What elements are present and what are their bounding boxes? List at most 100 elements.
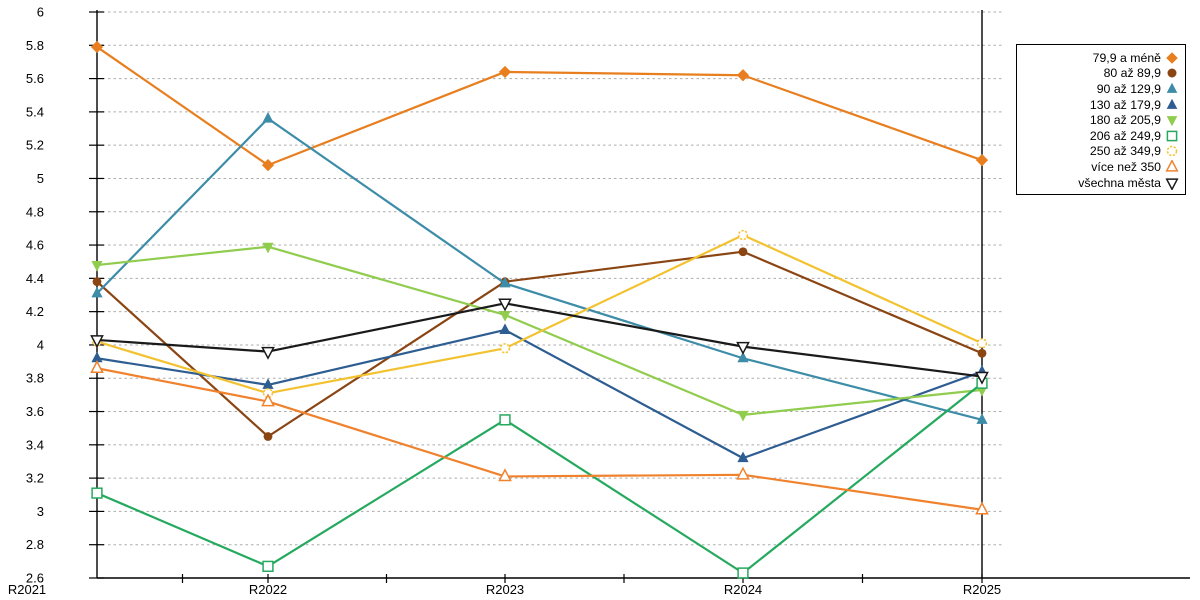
series-line <box>95 302 984 378</box>
legend-item: více než 350 <box>1022 159 1179 175</box>
legend-circle-glyph <box>1167 68 1177 78</box>
circle-marker-icon <box>499 343 511 354</box>
legend-item: 130 až 179,9 <box>1022 97 1179 113</box>
legend-label: 80 až 89,9 <box>1103 66 1161 81</box>
legend-label: 90 až 129,9 <box>1096 81 1161 96</box>
circle-marker-icon <box>262 388 274 399</box>
legend-triangle-down-glyph <box>1165 177 1179 190</box>
triangle-up-marker-icon <box>736 466 750 480</box>
legend-triangle-down-marker-icon <box>1165 177 1179 190</box>
legend-item: 79,9 a méně <box>1022 50 1179 66</box>
y-tick-label: 5.8 <box>26 38 44 53</box>
diamond-marker-icon <box>975 154 989 167</box>
series-line <box>95 250 984 438</box>
y-tick-label: 4.2 <box>26 304 44 319</box>
y-tick-label: 5.6 <box>26 71 44 86</box>
y-tick-label: 5 <box>37 171 44 186</box>
triangle-down-marker-icon <box>975 371 989 385</box>
circle-marker-icon <box>737 229 749 241</box>
circle-marker-icon <box>263 432 273 441</box>
y-tick-label: 3 <box>37 504 44 519</box>
y-tick-label: 2.6 <box>26 571 44 586</box>
legend-item: 90 až 129,9 <box>1022 81 1179 97</box>
y-tick-label: 4.6 <box>26 238 44 253</box>
triangle-up-marker-icon <box>91 351 103 363</box>
x-tick-label: R2021 <box>8 582 46 597</box>
legend-item: 250 až 349,9 <box>1022 144 1179 160</box>
legend-circle-marker-icon <box>1166 146 1178 157</box>
y-tick-label: 4.4 <box>26 271 44 286</box>
legend-triangle-up-marker-icon <box>1165 159 1179 172</box>
x-tick-label: R2023 <box>486 582 524 597</box>
legend-triangle-up-glyph <box>1166 82 1178 93</box>
legend-label: 79,9 a méně <box>1092 50 1161 65</box>
legend-item: všechna města <box>1022 175 1179 191</box>
triangle-up-marker-icon <box>90 360 104 374</box>
legend-square-marker-icon <box>1166 130 1178 142</box>
legend-triangle-down-marker-icon <box>1166 116 1178 127</box>
legend-item: 80 až 89,9 <box>1022 66 1179 82</box>
legend-triangle-up-marker-icon <box>1166 98 1178 109</box>
triangle-up-marker-icon <box>976 413 988 424</box>
legend-diamond-glyph <box>1166 51 1178 64</box>
legend-label: 130 až 179,9 <box>1089 97 1161 112</box>
triangle-down-marker-icon <box>736 341 750 355</box>
legend-label: všechna města <box>1078 175 1161 190</box>
y-tick-label: 3.6 <box>26 404 44 419</box>
series-line <box>95 45 984 167</box>
legend-square-glyph <box>1166 130 1178 142</box>
triangle-up-marker-icon <box>91 286 103 298</box>
legend-label: 206 až 249,9 <box>1089 128 1161 143</box>
diamond-marker-icon <box>261 159 275 172</box>
circle-marker-icon <box>738 247 748 257</box>
legend-item: 180 až 205,9 <box>1022 112 1179 128</box>
legend-triangle-up-glyph <box>1165 159 1179 172</box>
legend-label: více než 350 <box>1091 159 1161 174</box>
triangle-up-marker-icon <box>737 451 749 463</box>
square-marker-icon <box>91 487 103 499</box>
x-tick-label: R2024 <box>724 582 762 597</box>
legend-triangle-up-glyph <box>1166 98 1178 109</box>
diamond-marker-icon <box>736 69 750 82</box>
legend-diamond-marker-icon <box>1166 51 1178 64</box>
circle-marker-icon <box>976 338 988 349</box>
triangle-up-marker-icon <box>498 468 512 482</box>
y-tick-label: 4.8 <box>26 204 44 219</box>
y-tick-label: 3.2 <box>26 471 44 486</box>
y-tick-label: 6 <box>37 5 44 20</box>
triangle-down-marker-icon <box>90 335 104 349</box>
y-tick-label: 3.8 <box>26 371 44 386</box>
series-line <box>95 117 984 421</box>
y-tick-label: 2.8 <box>26 537 44 552</box>
triangle-down-marker-icon <box>91 261 103 272</box>
y-tick-label: 4 <box>37 337 44 352</box>
legend-circle-glyph <box>1166 146 1178 157</box>
legend: 79,9 a méně 80 až 89,9 90 až 129,9 130 až 1… <box>1016 44 1186 196</box>
legend-triangle-down-glyph <box>1166 116 1178 127</box>
triangle-up-marker-icon <box>262 111 274 123</box>
y-tick-label: 5.4 <box>26 104 44 119</box>
legend-item: 206 až 249,9 <box>1022 128 1179 144</box>
square-marker-icon <box>737 567 749 579</box>
triangle-down-marker-icon <box>261 346 275 360</box>
triangle-up-marker-icon <box>737 351 749 363</box>
triangle-up-marker-icon <box>261 393 275 407</box>
triangle-up-marker-icon <box>975 501 989 515</box>
square-marker-icon <box>499 414 511 426</box>
x-tick-label: R2025 <box>963 582 1001 597</box>
x-tick-label: R2022 <box>249 582 287 597</box>
triangle-up-marker-icon <box>499 323 511 334</box>
legend-circle-marker-icon <box>1167 68 1177 78</box>
legend-triangle-up-marker-icon <box>1166 82 1178 93</box>
triangle-up-marker-icon <box>262 378 274 389</box>
diamond-marker-icon <box>498 65 512 79</box>
square-marker-icon <box>262 560 274 572</box>
legend-label: 250 až 349,9 <box>1089 144 1161 159</box>
circle-marker-icon <box>977 348 987 358</box>
triangle-down-marker-icon <box>498 298 512 312</box>
triangle-down-marker-icon <box>262 242 274 254</box>
triangle-down-marker-icon <box>499 310 511 322</box>
diamond-marker-icon <box>90 40 104 54</box>
